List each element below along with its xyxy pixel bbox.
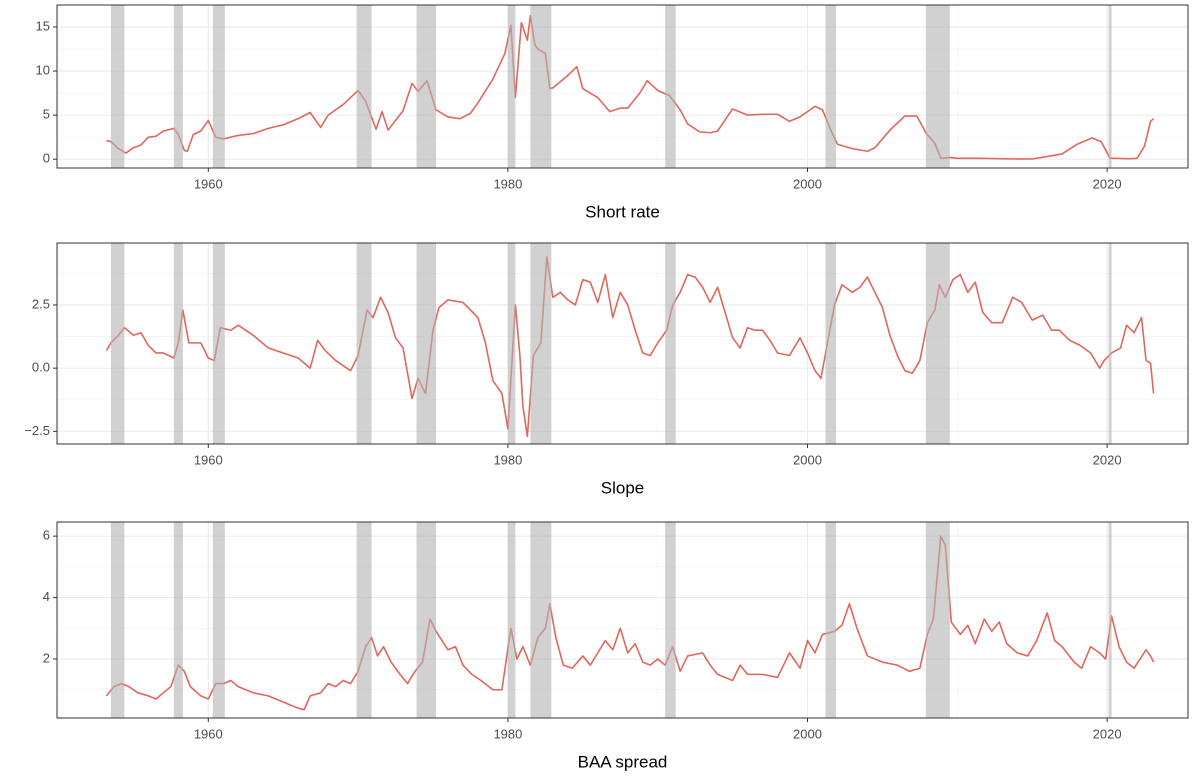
recession-band — [925, 5, 950, 168]
x-tick-label: 2000 — [793, 176, 822, 191]
recession-band — [925, 522, 950, 718]
recession-band — [507, 522, 516, 718]
recession-band — [173, 5, 183, 168]
x-tick-label: 2000 — [793, 726, 822, 741]
recession-band — [665, 243, 676, 444]
x-tick-label: 1960 — [194, 726, 223, 741]
recession-band — [1108, 243, 1112, 444]
axis-title: Slope — [601, 478, 644, 497]
recession-band — [416, 243, 436, 444]
series-line — [105, 256, 1155, 438]
recession-band — [110, 243, 125, 444]
recession-band — [173, 522, 183, 718]
y-tick-label: −2.5 — [24, 423, 50, 438]
recession-band — [665, 522, 676, 718]
recession-band — [825, 522, 836, 718]
axis-title: BAA spread — [578, 752, 668, 771]
recession-band — [507, 5, 516, 168]
x-tick-label: 2020 — [1093, 726, 1122, 741]
recession-band — [110, 522, 125, 718]
y-tick-label: 6 — [43, 528, 50, 543]
x-tick-label: 1980 — [493, 452, 522, 467]
recession-band — [416, 522, 436, 718]
recession-band — [212, 243, 225, 444]
recession-band — [212, 5, 225, 168]
y-tick-label: 4 — [43, 589, 50, 604]
recession-band — [507, 243, 516, 444]
panel-border — [56, 242, 1189, 445]
recession-band — [212, 522, 225, 718]
panel-border — [56, 521, 1189, 719]
recession-band — [530, 522, 552, 718]
recession-band — [530, 5, 552, 168]
y-tick-label: 0.0 — [32, 360, 50, 375]
x-tick-label: 2020 — [1093, 452, 1122, 467]
y-tick-label: 0 — [43, 151, 50, 166]
y-tick-label: 5 — [43, 107, 50, 122]
recession-band — [1108, 5, 1112, 168]
x-tick-label: 1980 — [493, 726, 522, 741]
y-tick-label: 2.5 — [32, 296, 50, 311]
y-tick-label: 10 — [36, 63, 50, 78]
recession-band — [416, 5, 436, 168]
recession-band — [356, 243, 372, 444]
y-tick-label: 15 — [36, 18, 50, 33]
x-tick-label: 1980 — [493, 176, 522, 191]
recession-band — [356, 5, 372, 168]
x-tick-label: 1960 — [194, 452, 223, 467]
x-tick-label: 2020 — [1093, 176, 1122, 191]
series-line — [106, 14, 1155, 160]
y-tick-label: 2 — [43, 650, 50, 665]
x-tick-label: 2000 — [793, 452, 822, 467]
panel-border — [56, 4, 1189, 169]
recession-band — [825, 5, 836, 168]
series-line — [105, 535, 1155, 711]
recession-band — [173, 243, 183, 444]
recession-band — [665, 5, 676, 168]
recession-band — [925, 243, 950, 444]
x-tick-label: 1960 — [194, 176, 223, 191]
recession-band — [356, 522, 372, 718]
recession-band — [530, 243, 552, 444]
recession-band — [110, 5, 125, 168]
axis-title: Short rate — [585, 202, 660, 221]
recession-band — [825, 243, 836, 444]
recession-band — [1108, 522, 1112, 718]
